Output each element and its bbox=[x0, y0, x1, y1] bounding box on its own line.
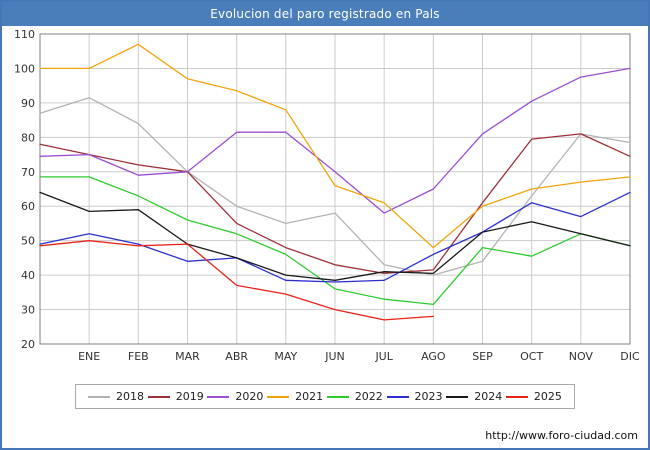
legend-label: 2022 bbox=[354, 390, 383, 403]
plot-border bbox=[39, 33, 631, 345]
series-line-2022 bbox=[39, 176, 631, 306]
legend: 2018 2019 2020 2021 2022 2023 2024 2025 bbox=[75, 384, 575, 409]
y-tick-label: 80 bbox=[21, 131, 35, 144]
x-tick-label: ENE bbox=[78, 350, 100, 363]
legend-item-2024: 2024 bbox=[446, 390, 502, 403]
series-line-2025 bbox=[39, 240, 434, 321]
x-tick-label: FEB bbox=[128, 350, 149, 363]
legend-swatch bbox=[147, 395, 170, 398]
x-axis-labels: ENE FEB MAR ABR MAY JUN JUL AGO SEP OCT NOV DIC bbox=[78, 350, 640, 363]
legend-label: 2023 bbox=[414, 390, 443, 403]
x-tick-label: SEP bbox=[472, 350, 493, 363]
series-line-2019 bbox=[39, 133, 631, 275]
legend-item-2025: 2025 bbox=[505, 390, 562, 403]
y-tick-label: 30 bbox=[21, 304, 35, 317]
legend-swatch bbox=[88, 395, 110, 398]
legend-swatch bbox=[267, 395, 290, 398]
x-tick-label: JUL bbox=[374, 350, 393, 363]
legend-item-2022: 2022 bbox=[326, 390, 383, 403]
legend-item-2020: 2020 bbox=[207, 390, 263, 403]
legend-item-2021: 2021 bbox=[267, 390, 323, 403]
series-line-2023 bbox=[39, 191, 631, 283]
x-tick-label: JUN bbox=[324, 350, 345, 363]
y-tick-label: 90 bbox=[21, 97, 35, 110]
legend-item-2019: 2019 bbox=[147, 390, 204, 403]
legend-swatch bbox=[207, 395, 230, 398]
x-tick-label: ABR bbox=[225, 350, 248, 363]
gridlines bbox=[40, 33, 630, 345]
footer-url: http://www.foro-ciudad.com bbox=[485, 429, 638, 442]
legend-swatch bbox=[505, 395, 528, 398]
series-line-2021 bbox=[39, 43, 631, 249]
legend-label: 2020 bbox=[235, 390, 264, 403]
legend-swatch bbox=[386, 395, 409, 398]
y-tick-label: 100 bbox=[14, 62, 35, 75]
legend-label: 2018 bbox=[116, 390, 144, 403]
y-tick-label: 70 bbox=[21, 166, 35, 179]
legend-label: 2019 bbox=[175, 390, 204, 403]
y-tick-label: 60 bbox=[21, 200, 35, 213]
legend-swatch bbox=[446, 395, 469, 398]
x-tick-label: NOV bbox=[569, 350, 594, 363]
x-tick-label: OCT bbox=[520, 350, 543, 363]
legend-label: 2024 bbox=[474, 390, 503, 403]
y-tick-label: 110 bbox=[14, 28, 35, 41]
line-chart: 20 30 40 50 60 70 80 90 100 110 ENE FEB MAR ABR MAY JUN… bbox=[14, 28, 640, 363]
y-tick-label: 50 bbox=[21, 235, 35, 248]
x-tick-label: MAY bbox=[274, 350, 297, 363]
x-tick-label: MAR bbox=[175, 350, 200, 363]
y-tick-label: 20 bbox=[21, 338, 35, 351]
x-tick-label: AGO bbox=[421, 350, 446, 363]
legend-swatch bbox=[326, 395, 349, 398]
series-line-2024 bbox=[39, 191, 631, 281]
chart-area: 20 30 40 50 60 70 80 90 100 110 ENE FEB MAR ABR MAY JUN… bbox=[2, 26, 648, 374]
legend-item-2018: 2018 bbox=[88, 390, 144, 403]
legend-label: 2025 bbox=[533, 390, 562, 403]
legend-label: 2021 bbox=[295, 390, 324, 403]
y-axis-labels: 20 30 40 50 60 70 80 90 100 110 bbox=[14, 28, 35, 351]
series-line-2020 bbox=[39, 67, 631, 214]
series-line-2018 bbox=[39, 97, 631, 276]
legend-item-2023: 2023 bbox=[386, 390, 443, 403]
x-tick-label: DIC bbox=[620, 350, 640, 363]
y-tick-label: 40 bbox=[21, 269, 35, 282]
chart-title: Evolucion del paro registrado en Pals bbox=[2, 2, 648, 26]
